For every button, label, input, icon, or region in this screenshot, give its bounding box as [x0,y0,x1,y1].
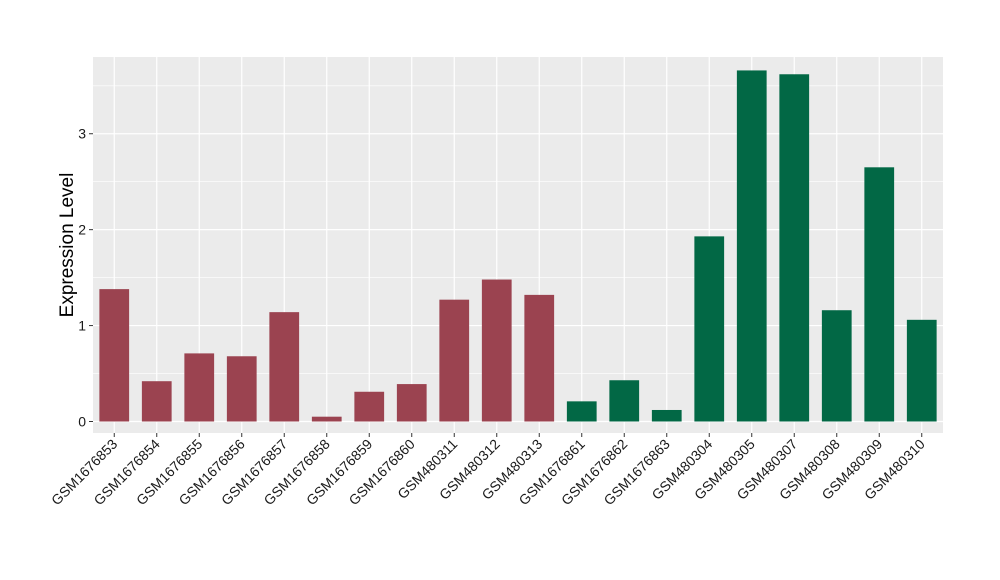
bar [396,384,427,422]
y-axis-title: Expression Level [57,173,78,318]
bar [311,416,342,422]
y-axis: 0 1 2 3 [78,126,93,429]
bar [864,167,895,422]
y-tick-label: 3 [78,126,86,142]
bar [821,310,852,422]
bar [184,353,215,422]
bar [141,381,172,422]
bar [651,409,682,422]
bars [99,70,937,422]
y-tick-label: 2 [78,222,86,238]
bar [226,356,257,422]
bar [524,294,555,422]
bar [609,380,640,422]
bar [354,391,385,422]
bar [481,279,512,422]
y-tick-label: 1 [78,318,86,334]
bar [269,312,300,422]
bar [779,74,810,422]
y-tick-label: 0 [78,413,86,429]
bar [566,401,597,422]
x-axis: GSM1676853GSM1676854GSM1676855GSM1676856… [48,433,928,508]
bar [99,289,130,422]
bar [439,299,470,422]
bar [906,319,937,422]
bar [694,236,725,422]
plot-panel [93,57,943,433]
bar [736,70,767,422]
